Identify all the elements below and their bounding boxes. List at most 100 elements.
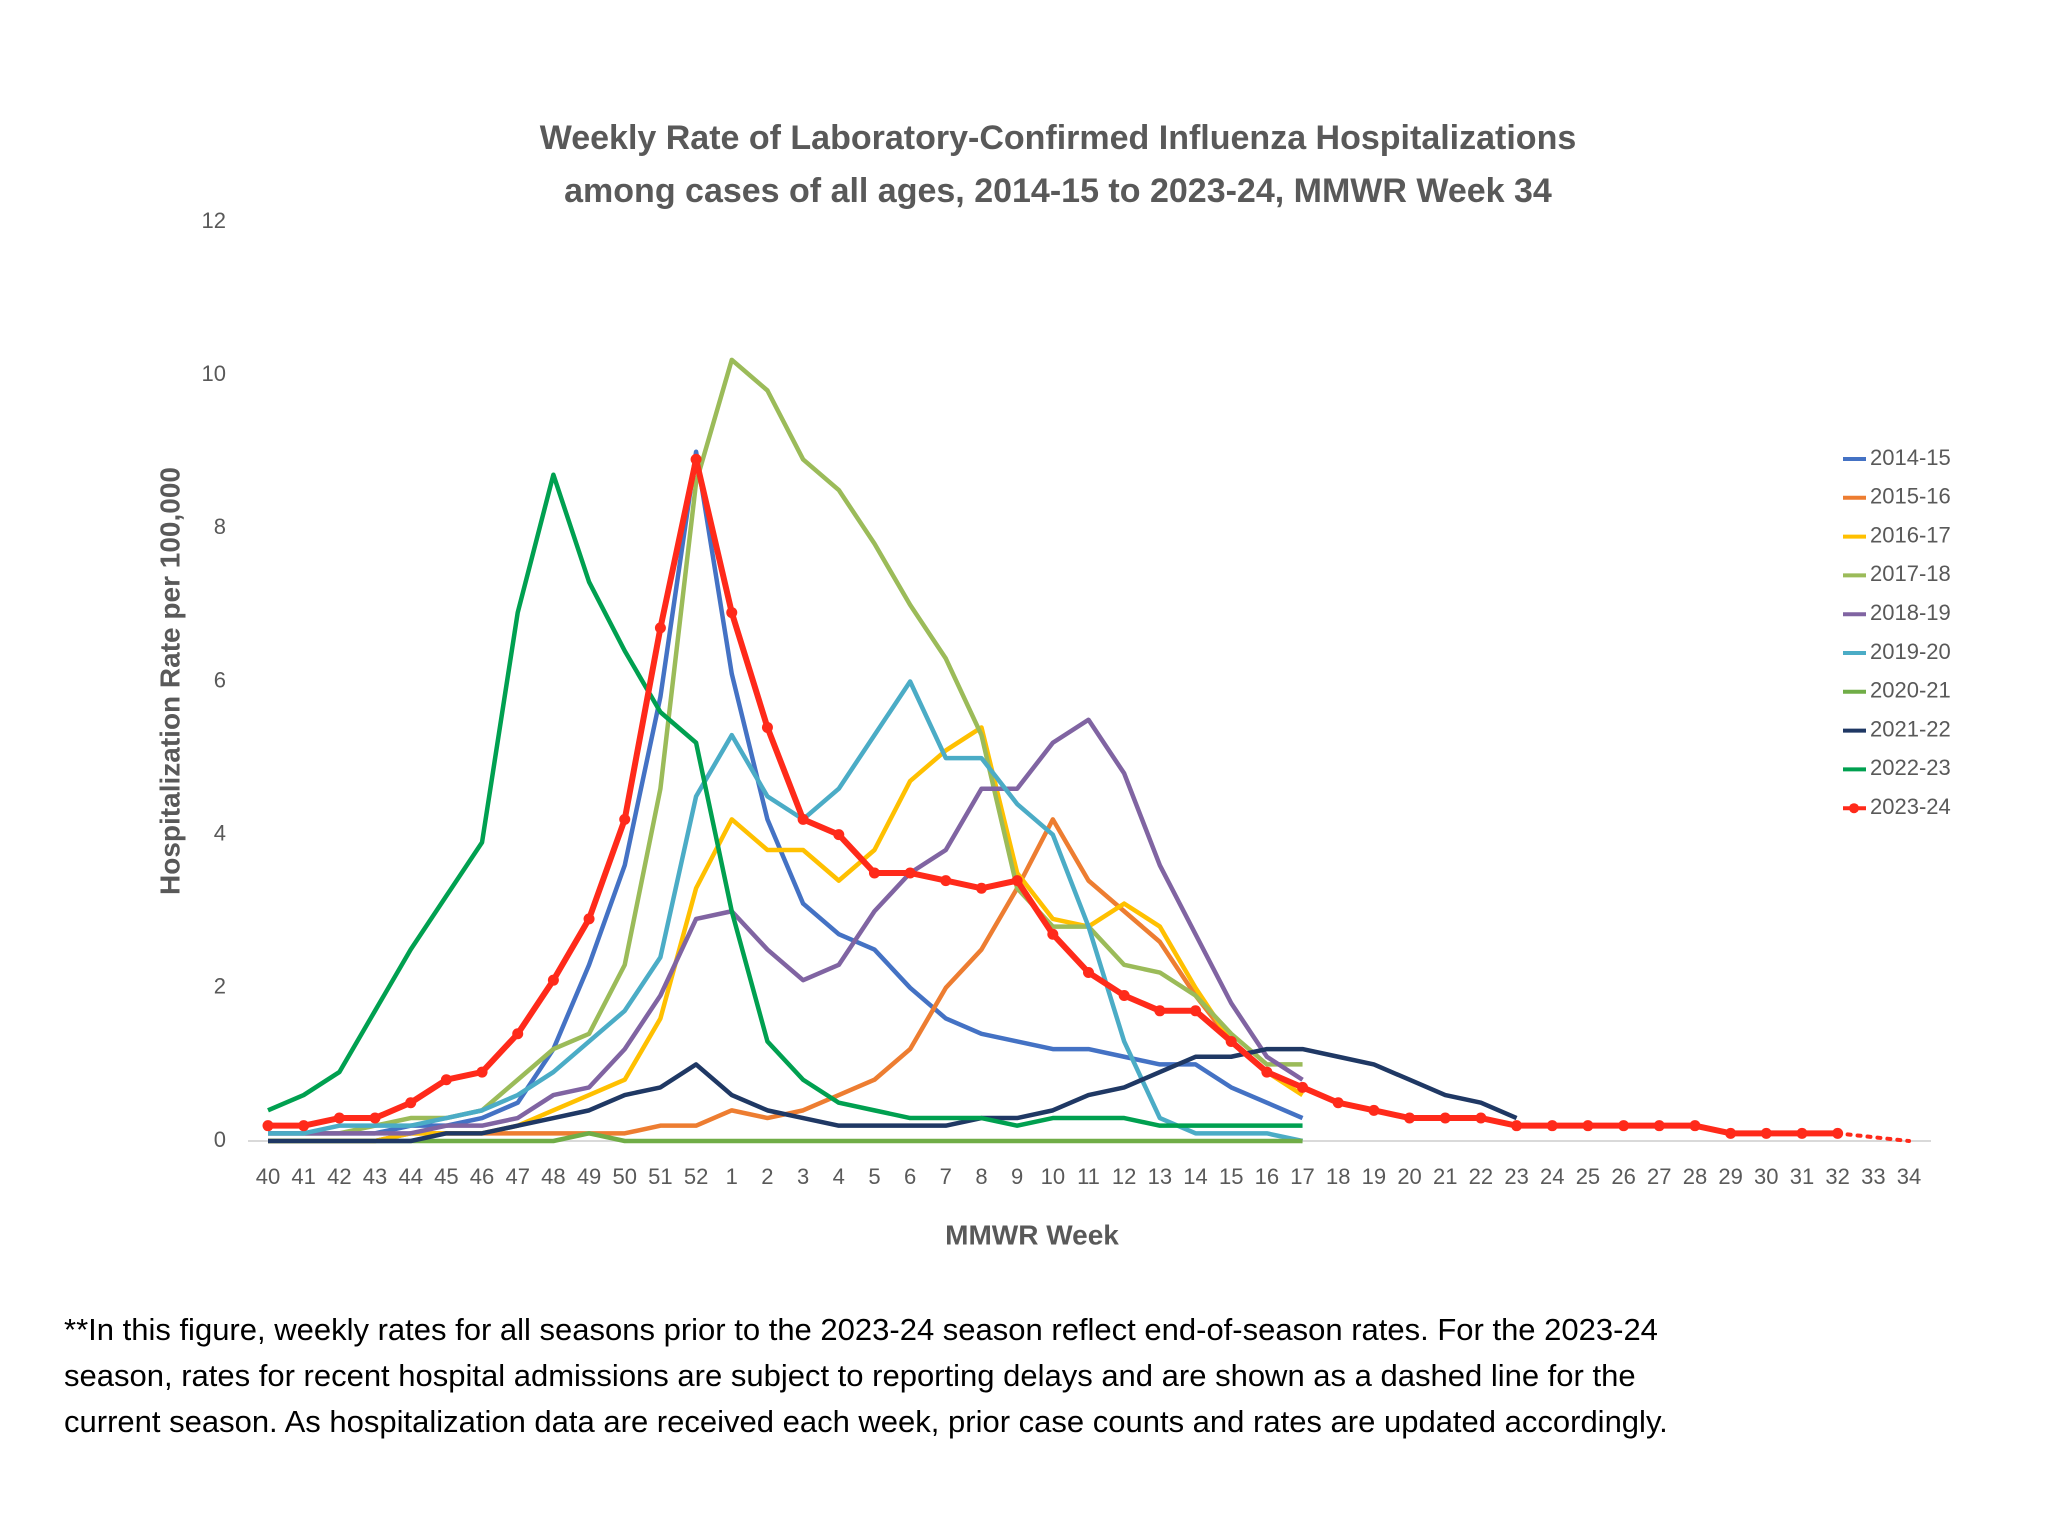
point-marker [369,1112,381,1124]
footnote: **In this figure, weekly rates for all s… [64,1312,1658,1347]
x-tick-label: 20 [1397,1164,1421,1189]
series-line [268,717,1304,1136]
x-axis-title: MMWR Week [945,1219,1119,1250]
legend-label: 2019-20 [1870,639,1951,664]
point-marker [1118,989,1130,1001]
point-marker [940,875,952,887]
x-tick-label: 2 [761,1164,773,1189]
x-tick-label: 41 [291,1164,315,1189]
x-tick-label: 28 [1683,1164,1707,1189]
x-tick-label: 22 [1469,1164,1493,1189]
x-tick-label: 45 [434,1164,458,1189]
x-tick-label: 32 [1825,1164,1849,1189]
x-tick-label: 48 [541,1164,565,1189]
point-marker [975,882,987,894]
x-tick-label: 49 [577,1164,601,1189]
x-tick-label: 25 [1576,1164,1600,1189]
x-tick-label: 9 [1011,1164,1023,1189]
point-marker [833,829,845,841]
y-axis-title: Hospitalization Rate per 100,000 [154,467,185,895]
point-marker [654,622,666,634]
series-line [267,472,1303,1128]
point-marker [476,1066,488,1078]
x-tick-label: 4 [833,1164,845,1189]
point-marker [1546,1120,1558,1132]
x-tick-label: 42 [327,1164,351,1189]
legend-label: 2014-15 [1870,445,1951,470]
x-tick-label: 19 [1362,1164,1386,1189]
legend-label: 2015-16 [1870,484,1951,509]
point-marker [797,813,809,825]
x-tick-label: 7 [940,1164,952,1189]
point-marker [1582,1120,1594,1132]
point-marker [1653,1120,1665,1132]
point-marker [1297,1081,1309,1093]
point-marker [761,721,773,733]
legend-label: 2018-19 [1870,600,1951,625]
point-marker [1368,1104,1380,1116]
x-tick-label: 46 [470,1164,494,1189]
chart-title: Weekly Rate of Laboratory-Confirmed Infl… [540,119,1577,157]
y-tick-label: 8 [214,514,226,539]
point-marker [1618,1120,1630,1132]
footnote: season, rates for recent hospital admiss… [64,1358,1636,1393]
series-line [268,449,1304,1136]
chart-title: among cases of all ages, 2014-15 to 2023… [564,172,1552,210]
point-marker [1261,1066,1273,1078]
series-line [268,679,1304,1144]
point-marker [904,867,916,879]
legend-label: 2020-21 [1870,678,1951,703]
point-marker [1725,1127,1737,1139]
x-tick-label: 10 [1041,1164,1065,1189]
point-marker [1760,1127,1772,1139]
x-tick-label: 5 [868,1164,880,1189]
x-tick-label: 15 [1219,1164,1243,1189]
point-marker [1796,1127,1808,1139]
x-tick-label: 23 [1504,1164,1528,1189]
point-marker [440,1074,452,1086]
x-tick-label: 43 [363,1164,387,1189]
point-marker [726,607,738,619]
point-marker [405,1097,417,1109]
x-tick-label: 12 [1112,1164,1136,1189]
point-marker [1439,1112,1451,1124]
x-tick-label: 33 [1861,1164,1885,1189]
series-line-dashed [1835,1131,1911,1143]
x-tick-label: 16 [1255,1164,1279,1189]
point-marker [547,974,559,986]
x-tick-label: 14 [1183,1164,1207,1189]
point-marker [1011,875,1023,887]
footnote: current season. As hospitalization data … [64,1404,1668,1439]
x-tick-label: 24 [1540,1164,1564,1189]
point-marker [1083,967,1094,979]
x-tick-label: 27 [1647,1164,1671,1189]
point-marker [262,1120,274,1132]
x-tick-label: 52 [684,1164,708,1189]
y-tick-label: 6 [214,667,226,692]
x-tick-label: 17 [1290,1164,1314,1189]
legend-label: 2023-24 [1870,794,1951,819]
y-tick-label: 10 [202,361,226,386]
x-tick-label: 26 [1611,1164,1635,1189]
y-tick-label: 12 [202,208,226,233]
point-marker [1832,1127,1844,1139]
x-tick-label: 50 [612,1164,636,1189]
x-tick-label: 13 [1148,1164,1172,1189]
x-tick-label: 30 [1754,1164,1778,1189]
legend-label: 2017-18 [1870,561,1951,586]
point-marker [333,1112,345,1124]
x-tick-label: 51 [648,1164,672,1189]
legend-label: 2016-17 [1870,522,1951,547]
point-marker [512,1028,524,1040]
point-marker [1225,1035,1237,1047]
point-marker [1047,928,1059,940]
point-marker [1475,1112,1487,1124]
point-marker [1190,1005,1202,1017]
series-line [268,357,1303,1136]
y-tick-label: 2 [214,974,226,999]
legend-marker [1849,803,1859,814]
x-tick-label: 44 [398,1164,422,1189]
x-tick-label: 40 [256,1164,280,1189]
x-tick-label: 31 [1790,1164,1814,1189]
